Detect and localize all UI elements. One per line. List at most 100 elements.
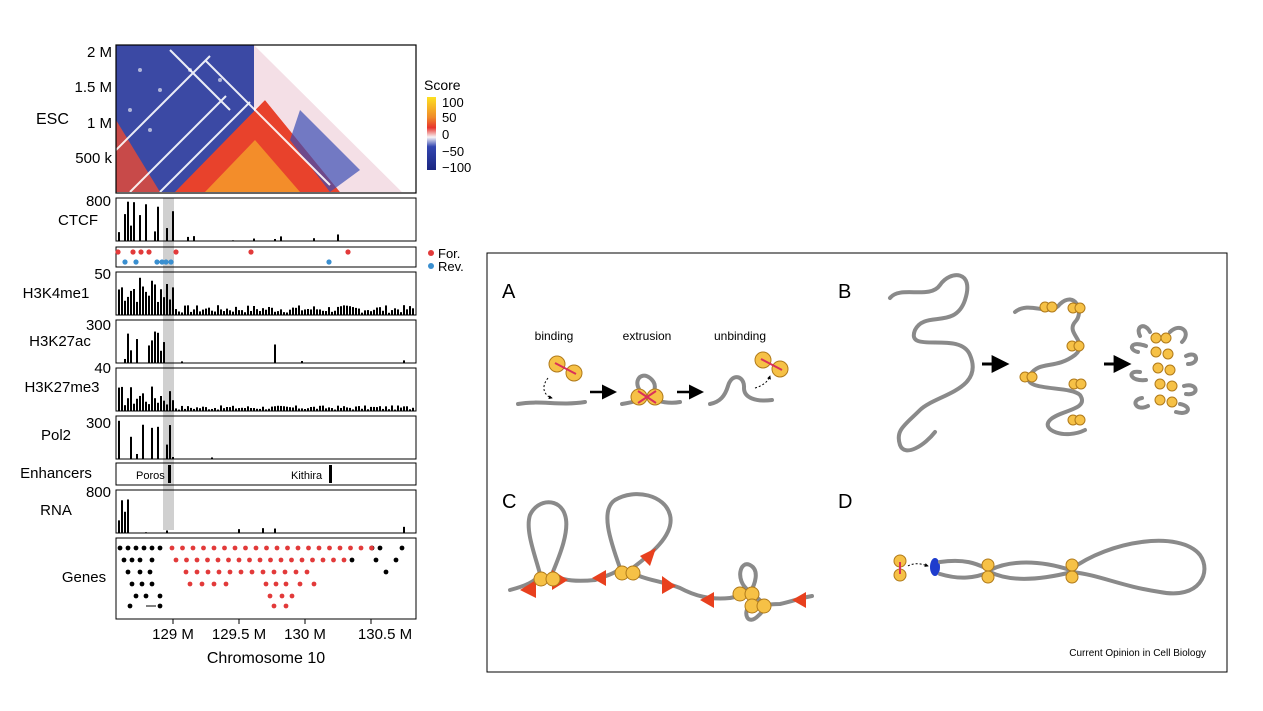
gene-dot <box>236 557 242 563</box>
signal-bar <box>265 409 267 411</box>
gene-dot <box>320 557 326 563</box>
signal-bar <box>253 408 255 411</box>
signal-bar <box>166 444 168 459</box>
signal-bar <box>178 409 180 411</box>
signal-bar <box>145 401 147 411</box>
signal-bar <box>124 214 126 241</box>
gene-dot <box>187 581 193 587</box>
compacted-loops <box>1129 324 1198 415</box>
highlight-band <box>163 198 174 530</box>
signal-bar <box>181 312 183 315</box>
signal-bar <box>154 331 156 363</box>
gene-dot <box>157 603 163 609</box>
signal-bar <box>400 407 402 411</box>
signal-bar <box>169 299 171 315</box>
signal-bar <box>304 309 306 315</box>
signal-bar <box>358 308 360 315</box>
signal-bar <box>295 405 297 411</box>
gene-dot <box>263 581 269 587</box>
signal-bar <box>151 427 153 459</box>
track-frame-pol2 <box>115 415 417 460</box>
signal-bar <box>340 407 342 411</box>
gene-dot <box>201 545 206 551</box>
reverse-legend-label: Rev. <box>438 259 464 274</box>
heatmap-ylabel: ESC <box>36 111 69 128</box>
signal-bar <box>301 360 303 363</box>
cohesin-complex <box>548 355 583 382</box>
signal-bar <box>244 312 246 315</box>
signal-bar <box>247 406 249 411</box>
gene-dot <box>125 545 131 551</box>
signal-bar <box>319 405 321 411</box>
signal-bar <box>172 400 174 411</box>
legend-colorbar <box>427 97 436 170</box>
signal-bar <box>409 409 411 411</box>
signal-bar <box>136 339 138 363</box>
signal-bar <box>268 408 270 411</box>
signal-bar <box>283 406 285 411</box>
forward-ctcf-dot <box>345 249 351 255</box>
signal-bar <box>364 405 366 411</box>
legend-tick: 50 <box>442 110 456 125</box>
forward-ctcf-dot <box>138 249 144 255</box>
signal-bar <box>253 238 255 241</box>
gene-dot <box>243 545 248 551</box>
track-label: Enhancers <box>20 465 92 482</box>
signal-bar <box>166 530 168 533</box>
track-max: 800 <box>86 484 111 501</box>
signal-bar <box>166 404 168 411</box>
track-label: H3K27me3 <box>24 379 99 396</box>
signal-bar <box>181 361 183 363</box>
gene-dot <box>147 569 153 575</box>
gene-dot <box>247 557 252 563</box>
gene-dot <box>129 581 135 587</box>
step-label-unbinding: unbinding <box>714 329 766 343</box>
signal-bar <box>361 312 363 315</box>
chromatin-fiber <box>888 273 975 453</box>
cohesin-complexes <box>981 558 1079 584</box>
signal-bar <box>226 308 228 315</box>
signal-bar <box>358 406 360 411</box>
panel-letter: D <box>838 491 852 513</box>
cohesin-complexes <box>533 565 772 614</box>
signal-bar <box>382 310 384 315</box>
signal-bar <box>145 204 147 241</box>
signal-bar <box>262 406 264 411</box>
signal-bar <box>187 406 189 411</box>
gene-dot <box>129 557 135 563</box>
gene-dot <box>232 545 238 551</box>
chromatin-fiber <box>938 538 1207 596</box>
forward-legend-dot <box>428 250 434 256</box>
signal-bar <box>400 312 402 315</box>
signal-bar <box>220 309 222 315</box>
signal-bar <box>247 305 249 315</box>
gene-dot <box>139 581 145 587</box>
signal-bar <box>211 408 213 411</box>
signal-bar <box>346 305 348 315</box>
signal-bar <box>145 291 147 315</box>
track-max: 800 <box>86 193 111 210</box>
signal-bar <box>190 311 192 315</box>
signal-bar <box>406 309 408 315</box>
signal-bar <box>346 407 348 411</box>
signal-bar <box>229 310 231 315</box>
signal-bar <box>373 309 375 315</box>
gene-dot <box>205 557 210 563</box>
track-max: 300 <box>86 415 111 432</box>
gene-dot <box>226 557 231 563</box>
legend-tick: 0 <box>442 127 449 142</box>
signal-bar <box>382 408 384 411</box>
signal-bar <box>250 311 252 315</box>
gene-dot <box>349 557 355 563</box>
heatmap-ytick: 500 k <box>75 150 112 167</box>
gene-dot <box>184 557 189 563</box>
signal-bar <box>271 406 273 411</box>
track-max: 40 <box>94 360 111 377</box>
signal-bar <box>184 408 186 411</box>
signal-bar <box>334 310 336 315</box>
x-axis: 129 M 129.5 M 130 M 130.5 M Chromosome 1… <box>152 619 412 667</box>
signal-bar <box>268 306 270 315</box>
gene-dot <box>274 545 280 551</box>
signal-bar <box>286 406 288 411</box>
signal-bar <box>118 387 120 411</box>
